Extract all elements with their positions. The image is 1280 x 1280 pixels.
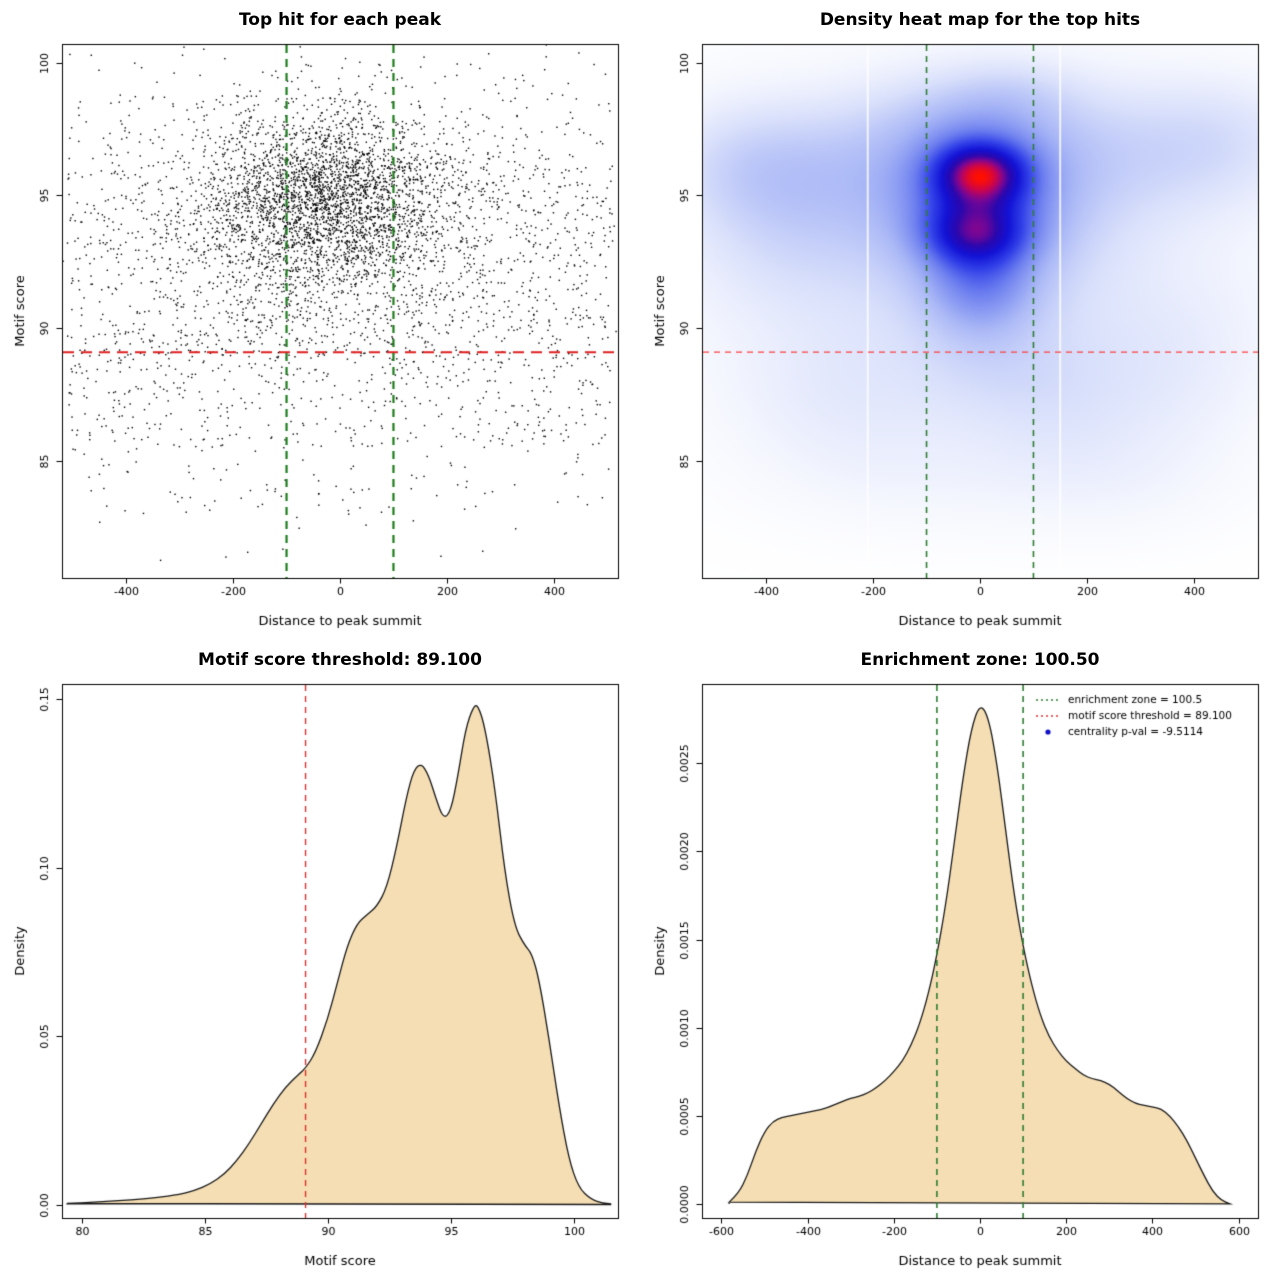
panel-density-heatmap: Density heat map for the top hits (640, 0, 1280, 640)
distance-density-canvas (640, 640, 1280, 1280)
scatter-title: Top hit for each peak (238, 10, 442, 30)
scatter-plot-canvas (0, 0, 640, 640)
panel-motif-score-density: Motif score threshold: 89.100 (0, 640, 640, 1280)
panel-distance-density: Enrichment zone: 100.50 (640, 640, 1280, 1280)
heatmap-title: Density heat map for the top hits (819, 10, 1141, 30)
motif-score-density-title: Motif score threshold: 89.100 (198, 650, 482, 670)
distance-density-title: Enrichment zone: 100.50 (860, 650, 1100, 670)
heatmap-canvas (640, 0, 1280, 640)
panel-top-hit-scatter: Top hit for each peak (0, 0, 640, 640)
motif-score-density-canvas (0, 640, 640, 1280)
